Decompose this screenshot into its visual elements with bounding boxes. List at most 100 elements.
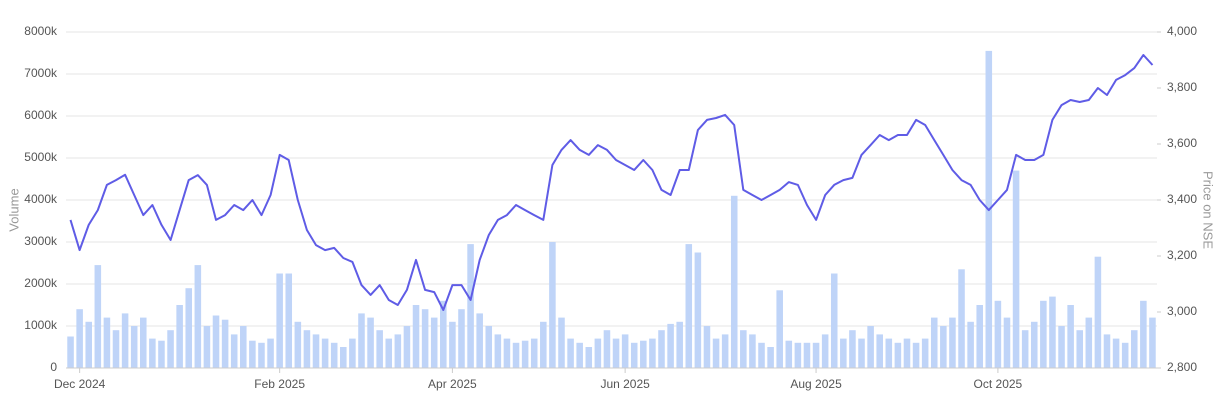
volume-bar [612,338,620,368]
volume-bar [740,330,747,368]
volume-bar [276,273,283,368]
y-tick-label: 0 [50,360,57,374]
volume-bar [949,317,956,368]
y2-tick-label: 3,200 [1167,248,1197,262]
volume-bar [1058,326,1065,368]
volume-bar [858,338,865,368]
volume-bar [940,326,947,368]
volume-bar [1003,317,1011,368]
volume-bar [158,340,165,368]
volume-bar [685,244,693,368]
volume-bar [303,330,311,368]
y2-tick-label: 4,000 [1167,24,1197,38]
volume-bar [640,340,647,368]
volume-bar [767,347,774,368]
volume-bar [512,342,520,368]
volume-bar [412,305,420,368]
volume-bar [958,269,965,368]
y-axis-title: Volume [6,188,21,231]
price-line [69,54,1154,311]
volume-bar [776,290,783,368]
volume-bar [1030,321,1038,368]
volume-bar [1021,330,1029,368]
y-tick-label: 8000k [24,24,58,38]
volume-bar [394,334,402,368]
volume-bar [721,334,729,368]
volume-bar [1121,342,1129,368]
volume-bar [121,313,129,368]
x-tick-label: Feb 2025 [254,377,305,391]
volume-bar [403,326,411,368]
volume-bar [1094,256,1102,368]
volume-bar [103,317,111,368]
y-tick-label: 7000k [24,66,58,80]
volume-bar [94,265,102,368]
volume-bar [585,347,593,368]
volume-bar [440,300,447,368]
volume-bar [912,342,920,368]
volume-bar [967,321,974,368]
volume-bar [503,338,511,368]
volume-bar [540,321,547,368]
y2-tick-label: 3,400 [1167,192,1197,206]
volume-bar [649,338,656,368]
volume-bar [112,330,120,368]
volume-bar [203,326,211,368]
volume-bar [976,305,983,368]
y2-tick-label: 3,000 [1167,304,1197,318]
volume-bar [140,317,147,368]
volume-bar [194,265,202,368]
volume-bar [458,309,465,368]
y-tick-label: 1000k [24,318,58,332]
volume-bar [1067,305,1074,368]
volume-bar [185,288,193,368]
volume-bar [921,338,929,368]
y-tick-label: 3000k [24,234,58,248]
volume-bar [576,342,583,368]
volume-bar [176,305,183,368]
volume-bar [221,319,229,368]
volume-bar [240,326,247,368]
volume-bar [1149,317,1156,368]
volume-bar [694,252,702,368]
volume-bar [376,330,383,368]
volume-bar [212,315,220,368]
x-tick-label: Aug 2025 [790,377,842,391]
volume-bar [885,338,893,368]
volume-bar [421,309,429,368]
volume-bar [349,338,356,368]
volume-bar [785,340,793,368]
volume-bar [249,340,256,368]
volume-bar [549,242,556,368]
volume-bar [267,338,274,368]
y2-tick-label: 2,800 [1167,360,1197,374]
volume-bar [485,326,493,368]
y2-axis-title: Price on NSE [1201,171,1216,249]
volume-bar [567,338,574,368]
volume-bar [130,326,138,368]
volume-bar [1040,300,1047,368]
volume-bar [367,317,374,368]
volume-bar [385,338,393,368]
volume-bar [730,195,738,368]
volume-bar [358,313,365,368]
volume-bar [149,338,156,368]
x-tick-label: Dec 2024 [54,377,106,391]
volume-bar [867,326,874,368]
volume-bar [667,323,674,368]
volume-bar [930,317,938,368]
volume-bar [1076,330,1083,368]
y2-tick-label: 3,600 [1167,136,1197,150]
volume-bar [1085,317,1093,368]
volume-bar [1049,296,1056,368]
y-tick-label: 5000k [24,150,58,164]
volume-bar [258,342,265,368]
volume-bar [703,326,711,368]
volume-bar [85,321,93,368]
volume-bar [312,334,320,368]
volume-bar [1140,300,1147,368]
volume-bar [676,321,683,368]
volume-bar [476,313,483,368]
y2-tick-label: 3,800 [1167,80,1197,94]
